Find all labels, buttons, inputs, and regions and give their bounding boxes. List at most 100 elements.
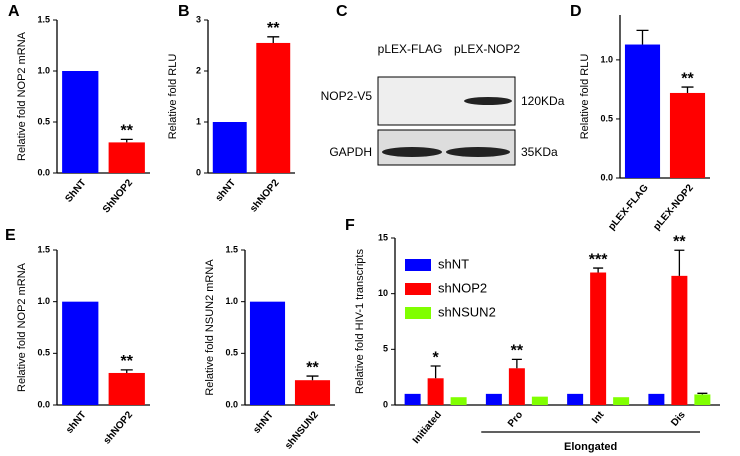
- x-tick-label: Initiated: [411, 410, 444, 446]
- bar: [108, 142, 145, 173]
- bar: [648, 393, 665, 405]
- y-tick-label: 0.5: [37, 116, 50, 126]
- y-tick-label: 15: [378, 232, 388, 242]
- error-bar: [636, 29, 649, 45]
- bar: [108, 372, 145, 405]
- bar: [590, 272, 607, 405]
- group-label: Elongated: [564, 441, 617, 453]
- bar: [427, 378, 444, 405]
- error-bar: [306, 375, 319, 381]
- bar: [62, 71, 99, 173]
- y-tick-label: 0.5: [600, 113, 613, 123]
- x-tick-label: ShNT: [63, 178, 88, 205]
- y-tick-label: 1.0: [37, 296, 50, 306]
- legend-label: shNT: [438, 256, 469, 271]
- y-axis-label: Relative fold NOP2 mRNA: [16, 262, 28, 392]
- x-tick-label: Int: [590, 409, 607, 426]
- bar: [694, 394, 711, 405]
- x-tick-label: shNOP2: [248, 177, 282, 214]
- row-label: GAPDH: [329, 145, 372, 159]
- bar: [404, 393, 421, 405]
- significance: **: [511, 343, 524, 360]
- significance: *: [433, 349, 440, 366]
- y-tick-label: 5: [383, 344, 388, 354]
- bar: [613, 397, 630, 405]
- panel-letter: D: [570, 3, 582, 20]
- error-bar: [120, 138, 133, 143]
- panel-letter: E: [5, 227, 16, 244]
- x-tick-label: pLEX-FLAG: [606, 182, 651, 232]
- x-tick-label: pLEX-NOP2: [651, 182, 696, 232]
- y-tick-label: 1.5: [225, 244, 238, 254]
- bar: [212, 122, 247, 173]
- y-tick-label: 0.0: [225, 399, 238, 409]
- y-tick-label: 1: [196, 116, 201, 126]
- x-tick-label: shNT: [64, 410, 88, 436]
- x-tick-label: shNSUN2: [283, 409, 321, 451]
- x-tick-label: Dis: [669, 409, 688, 428]
- bar: [450, 397, 467, 405]
- row-label: NOP2-V5: [321, 89, 373, 103]
- bar: [671, 275, 688, 405]
- y-tick-label: 10: [378, 288, 388, 298]
- error-bar: [681, 86, 694, 93]
- size-label: 120KDa: [521, 94, 565, 108]
- x-tick-label: Pro: [506, 410, 525, 430]
- y-tick-label: 0.0: [600, 172, 613, 182]
- significance: **: [306, 359, 319, 376]
- error-bar: [267, 36, 280, 43]
- error-bar: [120, 369, 133, 373]
- lane-label: pLEX-NOP2: [454, 42, 520, 56]
- x-tick-label: shNT: [251, 410, 275, 436]
- error-bar: [697, 392, 708, 395]
- y-tick-label: 2: [196, 65, 201, 75]
- bar: [485, 393, 502, 405]
- y-axis-label: Relative fold NOP2 mRNA: [16, 31, 28, 161]
- bar: [62, 301, 99, 405]
- y-tick-label: 1.0: [600, 54, 613, 64]
- significance: **: [121, 123, 134, 140]
- bar: [256, 42, 291, 174]
- legend-label: shNOP2: [438, 280, 487, 295]
- y-tick-label: 0: [196, 167, 201, 177]
- y-tick-label: 3: [196, 14, 201, 24]
- y-tick-label: 0: [383, 399, 388, 409]
- bar: [508, 368, 525, 405]
- y-axis-label: Relative fold RLU: [167, 54, 179, 140]
- y-tick-label: 1.5: [37, 244, 50, 254]
- significance: **: [673, 233, 686, 250]
- x-tick-label: shNOP2: [102, 409, 136, 446]
- y-axis-label: Relative fold HIV-1 transcripts: [354, 249, 366, 394]
- error-bar: [674, 249, 685, 276]
- size-label: 35KDa: [521, 145, 558, 159]
- band: [464, 97, 512, 105]
- x-tick-label: ShNOP2: [101, 177, 135, 215]
- band: [382, 147, 442, 157]
- significance: ***: [589, 251, 608, 268]
- y-tick-label: 0.0: [37, 399, 50, 409]
- y-tick-label: 1.0: [225, 296, 238, 306]
- y-tick-label: 0.5: [37, 348, 50, 358]
- error-bar: [593, 267, 604, 273]
- band: [446, 147, 510, 157]
- panel-letter: B: [178, 3, 190, 20]
- legend-swatch: [405, 283, 431, 295]
- bar: [531, 396, 548, 405]
- lane-label: pLEX-FLAG: [378, 42, 443, 56]
- y-tick-label: 1.5: [37, 14, 50, 24]
- significance: **: [681, 70, 694, 87]
- blot-box: [377, 129, 516, 166]
- error-bar: [511, 358, 522, 369]
- x-tick-label: shNT: [214, 178, 238, 204]
- error-bar: [430, 365, 441, 379]
- bar: [567, 393, 584, 405]
- bar: [669, 92, 706, 178]
- bar: [294, 380, 331, 405]
- y-tick-label: 0.0: [37, 167, 50, 177]
- bar: [624, 44, 661, 178]
- legend-swatch: [405, 259, 431, 271]
- bar: [249, 301, 286, 405]
- panel-letter: A: [8, 3, 20, 20]
- legend-label: shNSUN2: [438, 304, 496, 319]
